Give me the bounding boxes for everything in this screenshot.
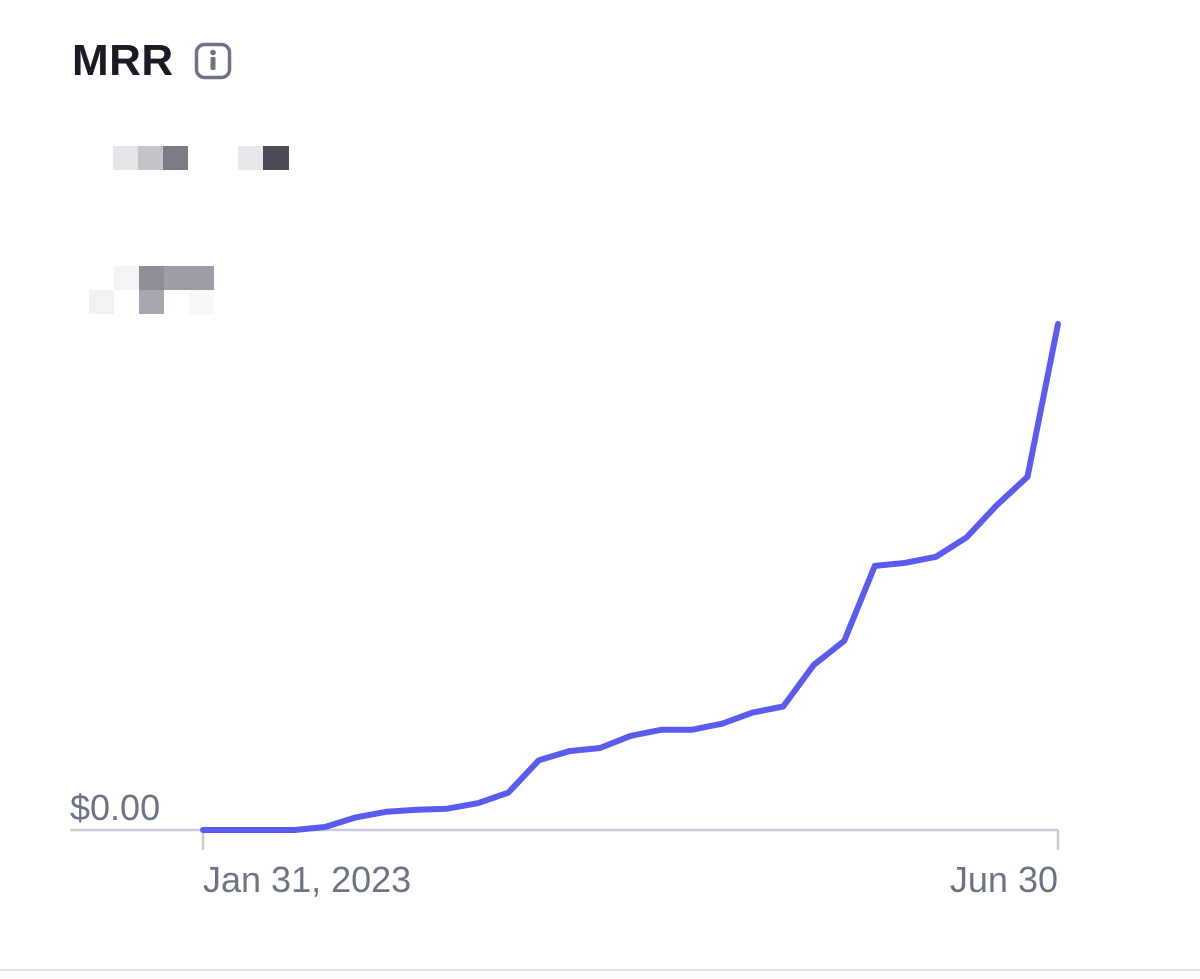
redacted-total-value <box>113 146 289 170</box>
mrr-series-line <box>200 321 1061 833</box>
redacted-axis-max-label <box>89 266 214 314</box>
card-header: MRR <box>72 36 232 86</box>
x-axis-end-label: Jun 30 <box>950 859 1058 900</box>
y-axis-zero-label: $0.00 <box>70 787 160 828</box>
card-bottom-border <box>0 969 1200 979</box>
card-title: MRR <box>72 36 174 85</box>
info-icon[interactable] <box>194 42 232 80</box>
x-axis-start-label: Jan 31, 2023 <box>203 859 411 900</box>
